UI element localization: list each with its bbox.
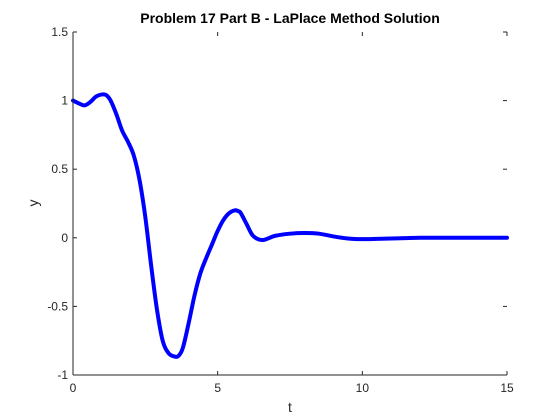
y-axis-label: y (25, 200, 41, 207)
y-tick-label: -1 (57, 368, 68, 382)
series-line (71, 92, 509, 359)
y-tick-label: 1.5 (51, 25, 68, 39)
x-axis-label: t (288, 399, 292, 415)
series-layer (71, 92, 509, 359)
y-tick-label: 0.5 (51, 162, 68, 176)
x-tick-label: 0 (70, 381, 77, 395)
x-tick-label: 15 (500, 381, 514, 395)
axes-lines (72, 32, 507, 376)
plot-area (73, 32, 507, 375)
chart-title: Problem 17 Part B - LaPlace Method Solut… (140, 10, 440, 26)
x-tick-label: 5 (214, 381, 221, 395)
y-tick-label: 0 (61, 231, 68, 245)
y-tick-label: -0.5 (47, 299, 68, 313)
y-tick-label: 1 (61, 94, 68, 108)
x-tick-label: 10 (356, 381, 370, 395)
